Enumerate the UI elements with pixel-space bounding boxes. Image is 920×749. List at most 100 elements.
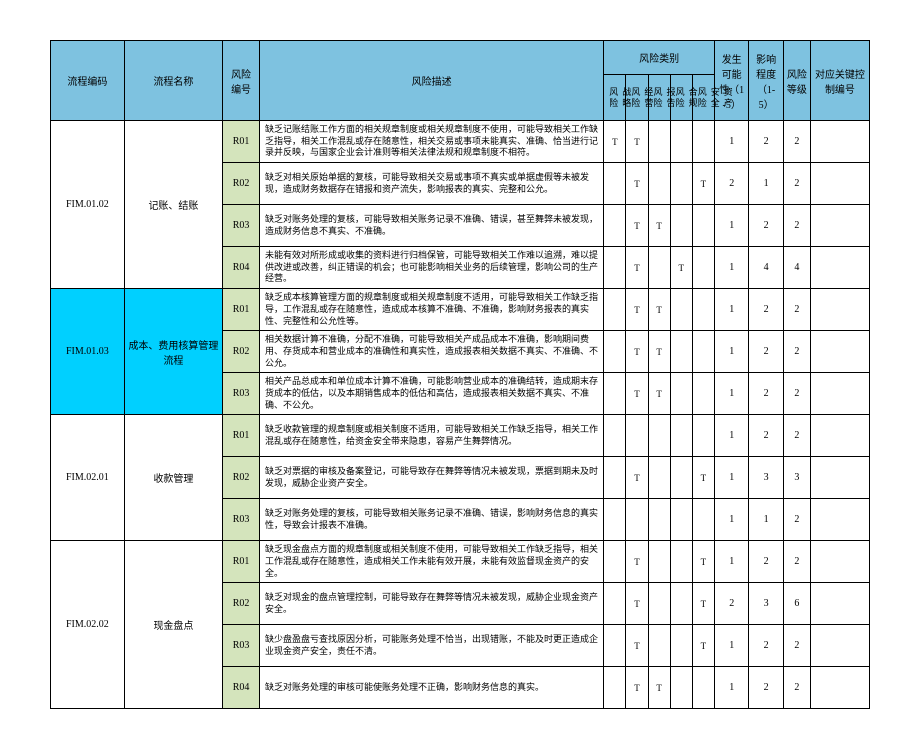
category-cell [670,163,692,205]
category-cell: T [692,625,714,667]
proc-num-cell: FIM.01.02 [51,121,125,289]
category-cell [692,373,714,415]
impact-cell: 2 [749,667,783,709]
category-cell [604,499,626,541]
level-cell: 2 [783,541,810,583]
category-cell: T [626,289,648,331]
prob-cell: 1 [714,121,748,163]
category-cell: T [648,289,670,331]
category-cell [670,205,692,247]
category-cell [648,247,670,289]
category-cell: T [626,331,648,373]
impact-cell: 4 [749,247,783,289]
risk-desc-cell: 缺乏现金盘点方面的规章制度或相关制度不使用，可能导致相关工作缺乏指导，相关工作混… [260,541,604,583]
category-cell: T [626,373,648,415]
category-cell [692,415,714,457]
category-cell: T [626,583,648,625]
prob-cell: 1 [714,415,748,457]
risk-num-cell: R04 [223,247,260,289]
level-cell: 2 [783,625,810,667]
category-cell [692,205,714,247]
category-cell [670,331,692,373]
category-cell [692,289,714,331]
level-cell: 3 [783,457,810,499]
category-cell: T [648,667,670,709]
proc-name-cell: 收款管理 [124,415,222,541]
risk-desc-cell: 缺乏收款管理的规章制度或相关制度不适用，可能导致相关工作缺乏指导，相关工作混乱或… [260,415,604,457]
category-cell: T [692,163,714,205]
header-ctrl-num: 对应关键控制编号 [810,41,869,121]
category-cell: T [626,205,648,247]
category-cell [692,499,714,541]
level-cell: 6 [783,583,810,625]
risk-num-cell: R02 [223,163,260,205]
impact-cell: 2 [749,121,783,163]
category-cell [604,247,626,289]
category-cell [604,331,626,373]
risk-desc-cell: 缺乏记账结账工作方面的相关规章制度或相关规章制度不使用，可能导致相关工作缺乏指导… [260,121,604,163]
risk-desc-cell: 缺乏对账务处理的复核，可能导致相关账务记录不准确、错误，影响财务信息的真实性，导… [260,499,604,541]
category-cell: T [648,373,670,415]
risk-num-cell: R01 [223,415,260,457]
category-cell [670,499,692,541]
category-cell: T [692,457,714,499]
impact-cell: 3 [749,583,783,625]
impact-cell: 2 [749,205,783,247]
level-cell: 2 [783,499,810,541]
proc-name-cell: 现金盘点 [124,541,222,709]
ctrl-cell [810,625,869,667]
category-cell [604,583,626,625]
impact-cell: 3 [749,457,783,499]
risk-desc-cell: 缺乏对账务处理的复核，可能导致相关账务记录不准确、错误，甚至舞弊未被发现，造成财… [260,205,604,247]
level-cell: 2 [783,415,810,457]
category-cell [670,667,692,709]
category-cell [670,583,692,625]
header-proc-num: 流程编码 [51,41,125,121]
category-cell [648,121,670,163]
prob-cell: 1 [714,541,748,583]
header-impact: 影响程度（1-5） [749,41,783,121]
level-cell: 2 [783,331,810,373]
level-cell: 2 [783,163,810,205]
impact-cell: 1 [749,499,783,541]
category-cell [648,583,670,625]
header-cat-operation: 经营风险 [626,75,648,121]
ctrl-cell [810,667,869,709]
category-cell [648,163,670,205]
header-risk-desc: 风险描述 [260,41,604,121]
risk-desc-cell: 缺乏成本核算管理方面的规章制度或相关规章制度不适用，可能导致相关工作缺乏指导，工… [260,289,604,331]
ctrl-cell [810,373,869,415]
category-cell [670,289,692,331]
risk-desc-cell: 缺少盘盈盘亏查找原因分析，可能账务处理不恰当，出现错账，不能及时更正造成企业现金… [260,625,604,667]
table-row: FIM.02.02现金盘点R01缺乏现金盘点方面的规章制度或相关制度不使用，可能… [51,541,870,583]
ctrl-cell [810,583,869,625]
category-cell: T [626,625,648,667]
header-risk-level: 风险等级 [783,41,810,121]
category-cell [626,499,648,541]
header-cat-compliance: 合规风险 [670,75,692,121]
table-row: FIM.01.03成本、费用核算管理流程R01缺乏成本核算管理方面的规章制度或相… [51,289,870,331]
proc-num-cell: FIM.02.02 [51,541,125,709]
risk-num-cell: R02 [223,331,260,373]
category-cell [604,163,626,205]
category-cell: T [626,457,648,499]
ctrl-cell [810,415,869,457]
proc-num-cell: FIM.02.01 [51,415,125,541]
category-cell [626,415,648,457]
risk-num-cell: R03 [223,499,260,541]
category-cell [604,541,626,583]
table-row: FIM.02.01收款管理R01缺乏收款管理的规章制度或相关制度不适用，可能导致… [51,415,870,457]
risk-num-cell: R02 [223,583,260,625]
risk-table: 流程编码 流程名称 风险编号 风险描述 风险类别 发生可能性（1-5） 影响程度… [50,40,870,709]
category-cell [604,289,626,331]
category-cell: T [692,541,714,583]
impact-cell: 2 [749,331,783,373]
header-cat-strategy: 战略风险 [604,75,626,121]
category-cell [692,667,714,709]
category-cell: T [626,541,648,583]
category-cell [648,499,670,541]
risk-desc-cell: 缺乏对相关原始单据的复核，可能导致相关交易或事项不真实或单据虚假等未被发现，造成… [260,163,604,205]
category-cell [648,457,670,499]
category-cell [604,457,626,499]
proc-num-cell: FIM.01.03 [51,289,125,415]
